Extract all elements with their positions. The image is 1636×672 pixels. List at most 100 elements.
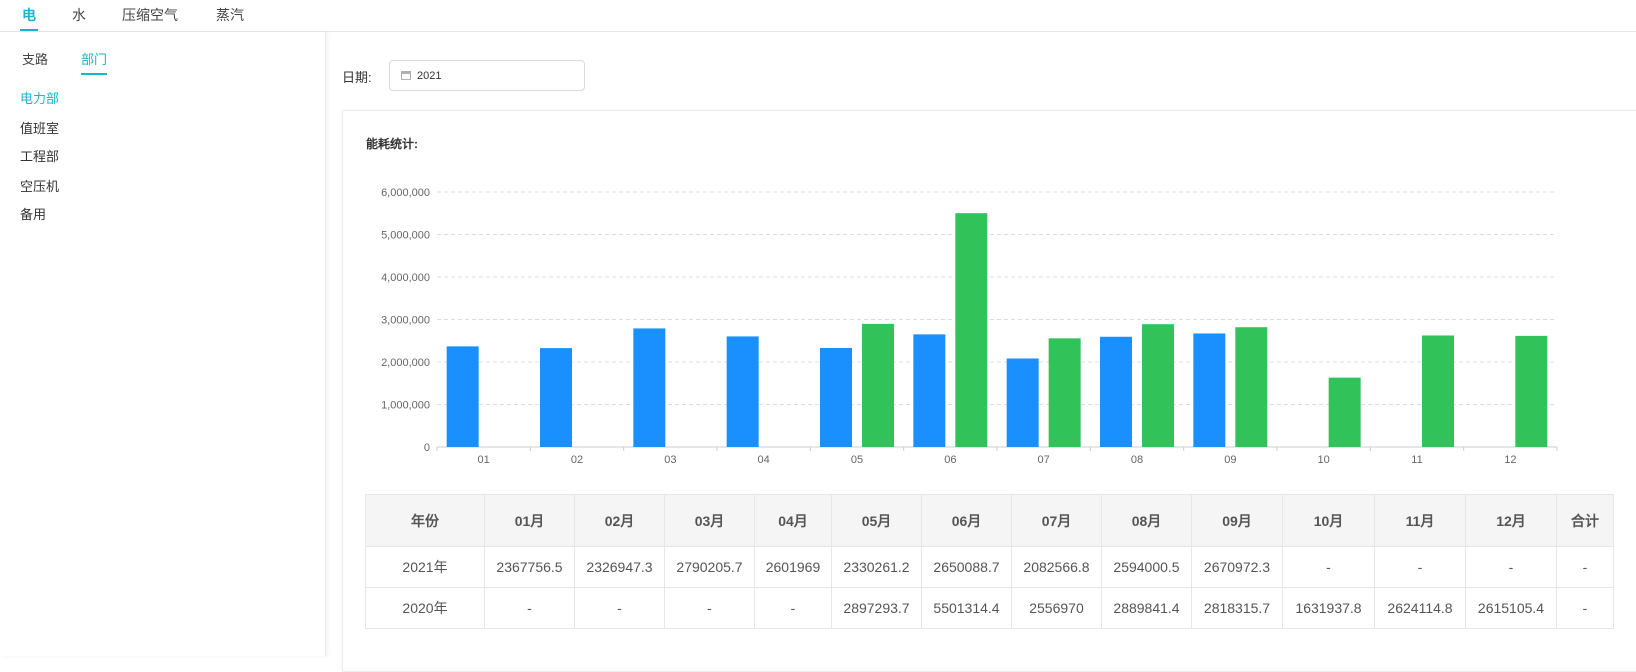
table-cell: 2594000.5 <box>1101 546 1192 588</box>
table-cell: 2624114.8 <box>1374 587 1466 629</box>
x-tick-label: 08 <box>1131 454 1143 466</box>
y-tick-label: 0 <box>424 442 430 454</box>
table-header-cell: 06月 <box>921 494 1012 547</box>
tab-water[interactable]: 水 <box>72 7 86 23</box>
table-row: 2021年 2367756.5 2326947.3 2790205.7 2601969 2… <box>365 546 1614 588</box>
table-cell: 2601969 <box>754 546 832 588</box>
x-tick-label: 01 <box>478 454 490 466</box>
table-header-cell: 08月 <box>1101 494 1192 547</box>
table-header-cell: 07月 <box>1011 494 1102 547</box>
table-cell: 2082566.8 <box>1011 546 1102 588</box>
dept-item-spare[interactable]: 备用 <box>20 207 47 222</box>
bar-2020 <box>1515 335 1548 447</box>
bar-2021 <box>913 334 946 447</box>
dept-item-air-compressor[interactable]: 空压机 <box>20 179 60 194</box>
bar-2021 <box>726 336 759 447</box>
date-value: 2021 <box>417 70 442 82</box>
table-cell: - <box>1556 546 1614 588</box>
bar-2020 <box>1142 324 1174 447</box>
table-cell: - <box>754 587 832 629</box>
bar-2020 <box>1422 335 1454 447</box>
table-header-cell: 合计 <box>1556 494 1614 547</box>
subtab-branch[interactable]: 支路 <box>22 52 49 67</box>
table-cell: - <box>664 587 755 629</box>
tab-electricity[interactable]: 电 <box>20 7 38 31</box>
date-label: 日期: <box>342 70 372 85</box>
bar-2020 <box>1235 327 1268 447</box>
table-row: 2020年 - - - -2897293.7 5501314.4 2556970 288984… <box>365 587 1614 629</box>
bar-2020 <box>955 213 988 447</box>
y-tick-label: 3,000,000 <box>381 315 430 327</box>
bar-2021 <box>1100 336 1132 447</box>
table-header-cell: 05月 <box>831 494 922 547</box>
x-tick-label: 03 <box>664 454 676 466</box>
energy-bar-chart: 0 1,000,000 2,000,000 3,000,000 4,000,000 5,0… <box>381 187 1558 466</box>
table-cell: 2326947.3 <box>574 546 665 588</box>
bar-2021 <box>1006 358 1039 447</box>
table-cell: 2367756.5 <box>484 546 575 588</box>
x-tick-label: 09 <box>1224 454 1236 466</box>
tab-compressed-air[interactable]: 压缩空气 <box>122 7 178 23</box>
x-tick-label: 02 <box>571 454 583 466</box>
calendar-icon <box>401 71 411 80</box>
table-cell: - <box>484 587 575 629</box>
table-header-cell: 09月 <box>1191 494 1283 547</box>
table-cell: - <box>1556 587 1614 629</box>
table-cell: 2670972.3 <box>1191 546 1283 588</box>
table-cell: 2790205.7 <box>664 546 755 588</box>
bar-2021 <box>540 348 572 447</box>
table-header-cell: 02月 <box>574 494 665 547</box>
table-cell: 2330261.2 <box>831 546 922 588</box>
table-cell: - <box>574 587 665 629</box>
table-cell: - <box>1282 546 1375 588</box>
left-panel: 支路 部门 电力部 值班室 工程部 空压机 备用 <box>0 32 326 656</box>
x-tick-label: 06 <box>944 454 956 466</box>
table-cell: 2889841.4 <box>1101 587 1192 629</box>
table-header-cell: 12月 <box>1465 494 1557 547</box>
energy-type-tabs: 电 水 压缩空气 蒸汽 <box>0 0 1636 32</box>
y-tick-label: 6,000,000 <box>381 187 430 199</box>
dept-item-engineering[interactable]: 工程部 <box>20 149 60 164</box>
table-cell: 2897293.7 <box>831 587 922 629</box>
bar-2021 <box>446 346 479 447</box>
bar-2021 <box>820 347 852 447</box>
bar-2020 <box>1048 338 1081 447</box>
dept-item-power[interactable]: 电力部 <box>20 91 60 106</box>
table-cell: 2818315.7 <box>1191 587 1283 629</box>
x-tick-label: 05 <box>851 454 863 466</box>
date-picker[interactable]: 2021 <box>389 60 585 91</box>
dept-item-duty-room[interactable]: 值班室 <box>20 121 60 136</box>
table-header-cell: 03月 <box>664 494 755 547</box>
y-tick-label: 1,000,000 <box>381 400 430 412</box>
table-cell: - <box>1465 546 1557 588</box>
x-tick-label: 07 <box>1038 454 1050 466</box>
table-cell: 2556970 <box>1011 587 1102 629</box>
bar-2020 <box>862 323 894 447</box>
energy-table: 年份 01月 02月 03月 04月 05月 06月 07月 08月 09月 10月 11月 12月 合计… <box>365 494 1614 629</box>
tab-steam[interactable]: 蒸汽 <box>216 7 244 23</box>
x-tick-label: 12 <box>1504 454 1516 466</box>
table-cell: - <box>1374 546 1466 588</box>
y-tick-label: 2,000,000 <box>381 357 430 369</box>
table-cell: 5501314.4 <box>921 587 1012 629</box>
subtab-department[interactable]: 部门 <box>81 49 108 75</box>
x-tick-label: 04 <box>758 454 770 466</box>
card-title: 能耗统计: <box>366 137 418 151</box>
bar-2020 <box>1328 377 1361 447</box>
table-header-cell: 04月 <box>754 494 832 547</box>
table-header-cell: 10月 <box>1282 494 1375 547</box>
x-tick-label: 10 <box>1318 454 1330 466</box>
x-tick-label: 11 <box>1411 454 1422 466</box>
table-header-cell: 01月 <box>484 494 575 547</box>
table-cell: 2020年 <box>365 587 485 629</box>
table-header-cell: 11月 <box>1374 494 1466 547</box>
table-cell: 2615105.4 <box>1465 587 1557 629</box>
y-tick-label: 4,000,000 <box>381 272 430 284</box>
y-tick-label: 5,000,000 <box>381 230 430 242</box>
table-cell: 1631937.8 <box>1282 587 1375 629</box>
table-header-cell: 年份 <box>365 494 485 547</box>
table-cell: 2021年 <box>365 546 485 588</box>
table-cell: 2650088.7 <box>921 546 1012 588</box>
bar-2021 <box>1193 333 1226 447</box>
bar-2021 <box>633 328 666 447</box>
